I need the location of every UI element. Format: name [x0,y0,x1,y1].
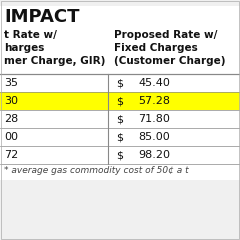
Text: t Rate w/: t Rate w/ [4,30,57,40]
Text: (Customer Charge): (Customer Charge) [114,56,226,66]
Text: Fixed Charges: Fixed Charges [114,43,198,53]
Text: 85.00: 85.00 [138,132,170,142]
Text: 98.20: 98.20 [138,150,170,160]
Text: 57.28: 57.28 [138,96,170,106]
Text: $: $ [116,150,123,160]
Text: 45.40: 45.40 [138,78,170,88]
Text: $: $ [116,132,123,142]
Text: Proposed Rate w/: Proposed Rate w/ [114,30,217,40]
Text: * average gas commodity cost of 50¢ a t: * average gas commodity cost of 50¢ a t [4,166,189,175]
Text: $: $ [116,78,123,88]
Text: 71.80: 71.80 [138,114,170,124]
Text: $: $ [116,96,123,106]
Bar [0,28,240,74]
Bar [0,6,240,180]
Text: $: $ [116,114,123,124]
Text: 35: 35 [4,78,18,88]
Text: 28: 28 [4,114,18,124]
Text: 72: 72 [4,150,18,160]
Text: harges: harges [4,43,44,53]
Bar [0,92,240,110]
Text: 30: 30 [4,96,18,106]
Text: 00: 00 [4,132,18,142]
Text: IMPACT: IMPACT [4,8,79,26]
Text: mer Charge, GIR): mer Charge, GIR) [4,56,105,66]
